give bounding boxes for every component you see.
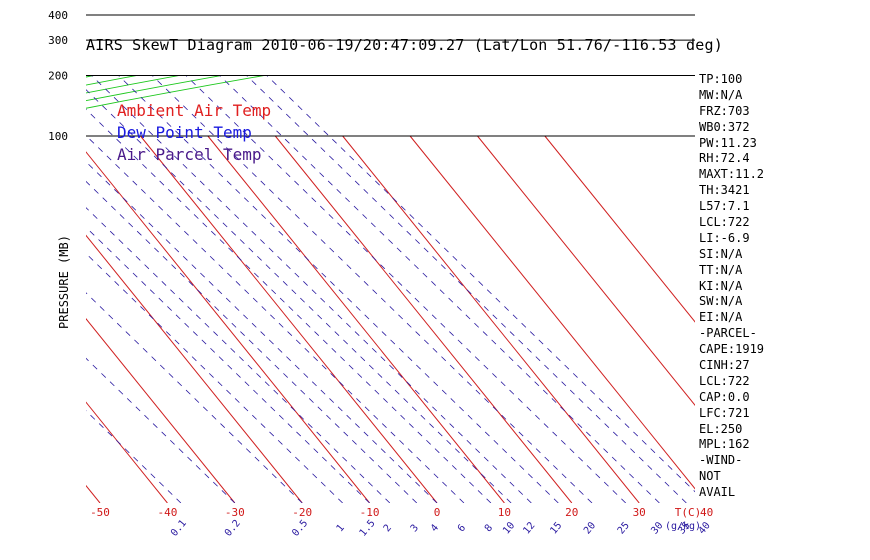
legend-dew-point-temp: Dew Point Temp <box>117 123 252 142</box>
isotherm-line <box>86 318 236 503</box>
isotherm-line <box>86 401 168 503</box>
dewpoint-line <box>0 0 35 136</box>
bottom-temp-tick-label: 20 <box>565 506 578 519</box>
dry-adiabat-line <box>0 0 1 132</box>
mixing-ratio-label: 12 <box>521 520 537 536</box>
dry-adiabat-line <box>0 0 547 132</box>
dry-adiabat-line <box>0 0 616 132</box>
index-ki: KI:N/A <box>699 278 743 293</box>
mixing-ratio-label: 1 <box>335 523 347 535</box>
index-tp: TP:100 <box>699 72 743 86</box>
isotherm-line <box>86 151 370 503</box>
wind-not-text: NOT <box>699 469 721 484</box>
pressure-tick-label: 300 <box>48 34 68 47</box>
y-axis-label: PRESSURE (MB) <box>57 235 71 329</box>
moist-adiabat-line <box>0 0 31 71</box>
index-maxt: MAXT:11.2 <box>699 167 765 182</box>
dry-adiabat-line <box>0 0 684 132</box>
pressure-tick-label: 500 <box>48 0 68 3</box>
index-wb0: WB0:372 <box>699 119 750 134</box>
mixing-ratio-label: 25 <box>616 520 632 536</box>
isotherm-line <box>274 135 573 503</box>
index-ei: EI:N/A <box>699 310 743 325</box>
index-cap: CAP:0.0 <box>699 389 750 404</box>
wind-avail-text: AVAIL <box>699 485 736 500</box>
mixing-ratio-label: 8 <box>483 523 495 535</box>
bottom-temp-tick-label: 0 <box>434 506 441 519</box>
bottom-temp-tick-label: -10 <box>360 506 380 519</box>
isotherm-line <box>207 135 505 503</box>
bottom-temp-tick-label: 10 <box>498 506 511 519</box>
index-frz: FRZ:703 <box>699 103 750 118</box>
index-sw: SW:N/A <box>699 294 743 309</box>
pressure-tick-label: 100 <box>48 130 68 143</box>
mixing-ratio-label: 6 <box>456 523 468 535</box>
mixing-ratio-line <box>266 75 695 493</box>
index-cape: CAPE:1919 <box>699 342 765 357</box>
dry-adiabat-line <box>0 0 752 132</box>
mixing-ratio-label: 4 <box>429 523 441 535</box>
mixing-ratio-line <box>185 75 626 503</box>
index-pw: PW:11.23 <box>699 135 757 150</box>
bottom-temp-tick-label: -20 <box>292 506 312 519</box>
bottom-temp-tick-label: 40 <box>700 506 713 519</box>
mixing-ratio-label: 0.5 <box>290 518 310 539</box>
index-mpl: MPL:162 <box>699 437 750 452</box>
stability-indices-panel: TP:100 MW:N/A FRZ:703 WB0:372 PW:11.23 R… <box>699 72 789 501</box>
bottom-temp-tick-label: 30 <box>633 506 646 519</box>
isotherm-line <box>342 135 640 503</box>
isotherm-line <box>86 484 101 503</box>
index-parcel-lcl: LCL:722 <box>699 373 750 388</box>
bottom-temp-tick-label: -30 <box>225 506 245 519</box>
isotherm-line <box>140 135 438 503</box>
pressure-tick-label: 400 <box>48 9 68 22</box>
isotherm-line <box>409 135 695 490</box>
mixing-ratio-unit-label: (g/kg) <box>665 521 701 532</box>
index-tt: TT:N/A <box>699 262 743 277</box>
index-li: LI:-6.9 <box>699 230 750 245</box>
index-si: SI:N/A <box>699 246 743 261</box>
index-rh: RH:72.4 <box>699 151 750 166</box>
parcel-section-header: -PARCEL- <box>699 326 757 341</box>
mixing-ratio-label: 20 <box>582 520 598 536</box>
pressure-tick-label: 200 <box>48 69 68 82</box>
mixing-ratio-label: 1.5 <box>358 518 378 539</box>
mixing-ratio-line <box>219 75 660 503</box>
mixing-ratio-label: 3 <box>409 523 421 535</box>
index-l57: L57:7.1 <box>699 199 750 214</box>
isotherm-line <box>0 136 33 503</box>
index-el: EL:250 <box>699 421 743 436</box>
legend-ambient-air-temp: Ambient Air Temp <box>117 101 272 120</box>
index-mw: MW:N/A <box>699 87 743 102</box>
mixing-ratio-label: 0.2 <box>223 518 243 539</box>
wind-section-header: -WIND- <box>699 453 743 468</box>
index-th: TH:3421 <box>699 183 750 198</box>
mixing-ratio-label: 10 <box>501 520 517 536</box>
mixing-ratio-label: 0.1 <box>169 518 189 539</box>
isotherm-line <box>86 234 303 503</box>
isotherm-line <box>544 135 695 323</box>
bottom-temp-tick-label: -40 <box>157 506 177 519</box>
legend-air-parcel-temp: Air Parcel Temp <box>117 145 262 164</box>
index-lfc: LFC:721 <box>699 405 750 420</box>
chart-title: AIRS SkewT Diagram 2010-06-19/20:47:09.2… <box>86 36 723 54</box>
mixing-ratio-label: 15 <box>548 520 564 536</box>
mixing-ratio-label: 30 <box>649 520 665 536</box>
index-lcl: LCL:722 <box>699 215 750 230</box>
mixing-ratio-label: 2 <box>382 523 394 535</box>
bottom-temp-tick-label: -50 <box>90 506 110 519</box>
temperature-unit-label: T(C) <box>675 506 702 519</box>
isotherm-line <box>477 135 695 407</box>
index-cinh: CINH:27 <box>699 358 750 373</box>
